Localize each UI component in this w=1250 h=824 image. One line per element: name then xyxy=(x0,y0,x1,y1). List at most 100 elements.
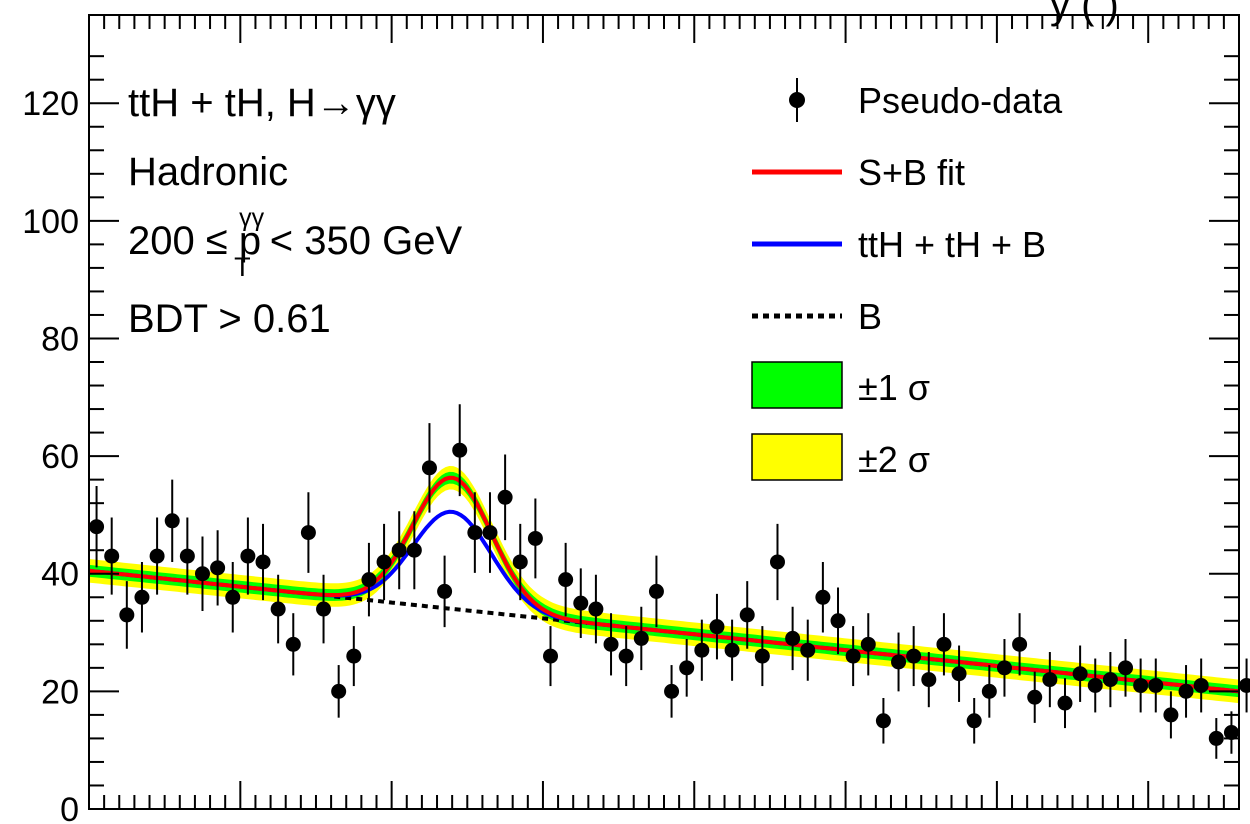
legend-label-data: Pseudo-data xyxy=(858,80,1063,121)
data-point xyxy=(769,554,785,570)
data-point xyxy=(709,619,725,635)
data-point xyxy=(996,660,1012,676)
uncertainty-bands xyxy=(89,466,1239,704)
data-point xyxy=(194,566,210,582)
data-point xyxy=(1223,725,1239,741)
background-curve xyxy=(334,594,588,625)
data-point xyxy=(1102,672,1118,688)
data-point xyxy=(240,548,256,564)
data-point xyxy=(1087,677,1103,693)
annotation-pt-sup: γγ xyxy=(239,204,265,232)
data-point xyxy=(633,630,649,646)
legend-entry-band2: ±2 σ xyxy=(751,433,930,481)
data-point xyxy=(1208,730,1224,746)
data-point xyxy=(588,601,604,617)
top-right-fragment: y ( ) xyxy=(1050,0,1119,27)
legend-data-marker xyxy=(789,92,805,108)
axes: 0 20 40 60 80 100 120 xyxy=(22,14,1240,824)
y-tick-label: 80 xyxy=(41,320,79,358)
data-point xyxy=(1239,677,1250,693)
annotation-bdt-cut: BDT > 0.61 xyxy=(128,297,331,341)
legend-entry-sb: S+B fit xyxy=(752,152,965,193)
data-point xyxy=(785,630,801,646)
data-point xyxy=(1133,677,1149,693)
y-tick-label: 100 xyxy=(22,203,79,241)
data-point xyxy=(921,672,937,688)
data-point xyxy=(603,636,619,652)
data-point xyxy=(391,542,407,558)
legend-label-band2: ±2 σ xyxy=(858,439,930,480)
data-point xyxy=(648,583,664,599)
data-point xyxy=(316,601,332,617)
data-point xyxy=(1178,683,1194,699)
data-point xyxy=(1042,672,1058,688)
data-point xyxy=(739,607,755,623)
data-points xyxy=(89,404,1250,759)
annotation-pt-pre: 200 ≤ p xyxy=(128,219,261,263)
y-tick-label: 60 xyxy=(41,438,79,476)
legend-band2-swatch xyxy=(751,433,843,481)
y-tick-label: 20 xyxy=(41,673,79,711)
data-point xyxy=(800,642,816,658)
data-point xyxy=(558,572,574,588)
data-point xyxy=(815,589,831,605)
legend-entry-tth: ttH + tH + B xyxy=(752,224,1046,265)
data-point xyxy=(860,636,876,652)
annotation-block: ttH + tH, H→γγ Hadronic 200 ≤ pγγ T < 350… xyxy=(128,81,462,341)
data-point xyxy=(452,442,468,458)
legend-label-band1: ±1 σ xyxy=(858,367,930,408)
y-tick-label: 0 xyxy=(60,791,79,824)
data-point xyxy=(149,548,165,564)
data-point xyxy=(482,525,498,541)
legend-label-tth: ttH + tH + B xyxy=(858,224,1046,265)
data-point xyxy=(966,713,982,729)
data-point xyxy=(1148,677,1164,693)
plot-frame xyxy=(88,14,1240,810)
data-point xyxy=(543,648,559,664)
data-point xyxy=(1163,707,1179,723)
data-point xyxy=(104,548,120,564)
data-point xyxy=(1012,636,1028,652)
legend-band1-swatch xyxy=(751,361,843,409)
data-point xyxy=(346,648,362,664)
data-point xyxy=(225,589,241,605)
data-point xyxy=(285,636,301,652)
data-point xyxy=(906,648,922,664)
data-point xyxy=(376,554,392,570)
legend-entry-data: Pseudo-data xyxy=(789,78,1063,122)
data-point xyxy=(754,648,770,664)
legend-entry-bkg: B xyxy=(752,296,882,337)
data-point xyxy=(119,607,135,623)
data-point xyxy=(300,525,316,541)
data-point xyxy=(255,554,271,570)
data-point xyxy=(830,613,846,629)
data-point xyxy=(210,560,226,576)
data-point xyxy=(134,589,150,605)
data-point xyxy=(527,530,543,546)
data-point xyxy=(179,548,195,564)
legend: Pseudo-data S+B fit ttH + tH + B B ±1 σ … xyxy=(751,78,1063,481)
data-point xyxy=(331,683,347,699)
data-point xyxy=(421,460,437,476)
data-point xyxy=(724,642,740,658)
data-point xyxy=(936,636,952,652)
data-point xyxy=(845,648,861,664)
data-point xyxy=(664,683,680,699)
data-point xyxy=(981,683,997,699)
data-point xyxy=(1072,666,1088,682)
data-point xyxy=(1118,660,1134,676)
data-point xyxy=(1027,689,1043,705)
data-point xyxy=(875,713,891,729)
annotation-pt-post: < 350 GeV xyxy=(259,219,463,263)
data-point xyxy=(437,583,453,599)
fit-curves xyxy=(88,475,1240,694)
legend-entry-band1: ±1 σ xyxy=(751,361,930,409)
data-point xyxy=(694,642,710,658)
data-point xyxy=(467,525,483,541)
y-tick-label: 40 xyxy=(41,556,79,594)
sb-fit-curve xyxy=(88,475,1240,694)
data-point xyxy=(891,654,907,670)
data-point xyxy=(573,595,589,611)
annotation-category: Hadronic xyxy=(128,150,288,194)
